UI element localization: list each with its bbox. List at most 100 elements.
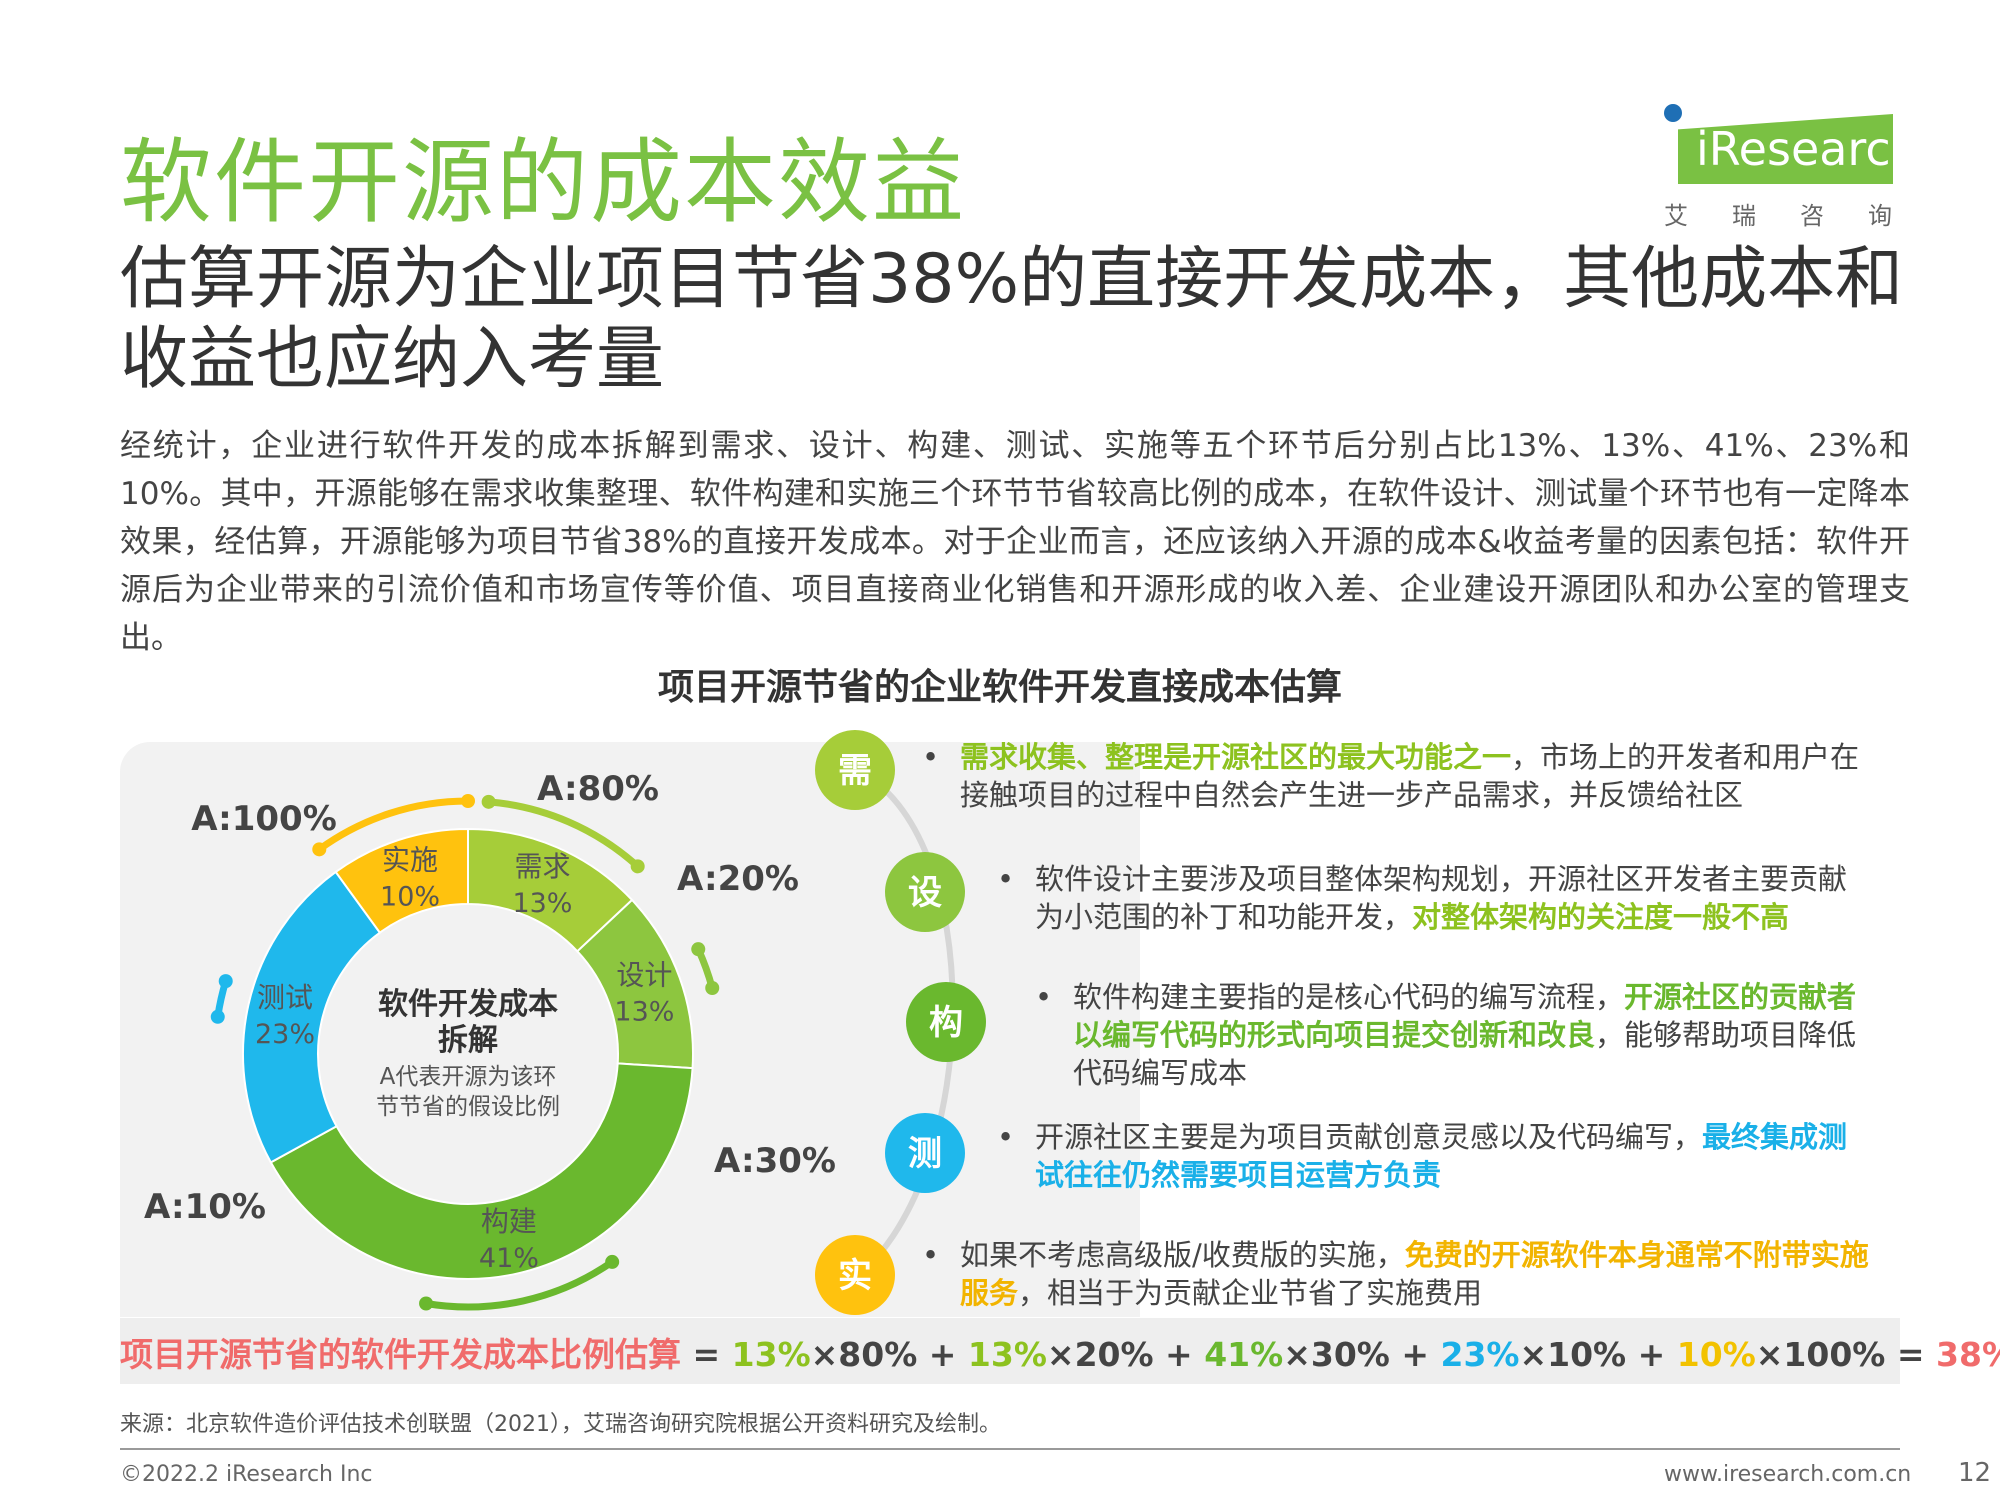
formula-term-4-share: 23%: [1440, 1335, 1520, 1374]
description-text: ，相当于为贡献企业节省了实施费用: [1018, 1276, 1483, 1310]
slice-label: 构建: [481, 1205, 537, 1238]
formula-term-5-rate: ×100%: [1755, 1335, 1886, 1374]
stage-badge-1: [815, 730, 895, 810]
formula-label: 项目开源节省的软件开发成本比例估算: [120, 1335, 681, 1374]
formula-equals: =: [681, 1335, 732, 1374]
stage-badge-text: 需: [838, 751, 872, 791]
slice-value: 13%: [614, 996, 674, 1027]
slice-value: 13%: [512, 888, 572, 919]
stage-badge-5: [815, 1235, 895, 1315]
stage-description-2: • 软件设计主要涉及项目整体架构规划，开源社区开发者主要贡献为小范围的补丁和功能开…: [997, 860, 1875, 936]
page-title: 软件开源的成本效益: [120, 129, 967, 236]
stage-description-5: • 如果不考虑高级版/收费版的实施，免费的开源软件本身通常不附带实施服务，相当于为…: [922, 1236, 1880, 1312]
description-text: ，市场上的开发者和用户在接触项目的过程中自然会产生进一步产品需求，并反馈给社区: [960, 740, 1860, 812]
slice-label: 测试: [257, 981, 313, 1014]
page-subtitle: 估算开源为企业项目节省38%的直接开发成本，其他成本和收益也应纳入考量: [120, 240, 1904, 399]
stage-badge-text: 构: [929, 1003, 963, 1043]
formula-term-1-share: 13%: [731, 1335, 811, 1374]
stage-badge-2: [885, 852, 965, 932]
slice-label: 需求: [514, 850, 570, 883]
savings-arc-endpoint: [691, 942, 706, 957]
stage-description-4: • 开源社区主要是为项目贡献创意灵感以及代码编写，最终集成测试往往仍然需要项目运营…: [997, 1118, 1875, 1194]
savings-arc-endpoint: [419, 1296, 434, 1311]
footer-divider: [120, 1448, 1900, 1450]
description-text: 软件构建主要指的是核心代码的编写流程，: [1073, 980, 1625, 1014]
savings-label-3: A:30%: [714, 1141, 836, 1181]
savings-arc-1: [485, 798, 642, 870]
description-text: 如果不考虑高级版/收费版的实施，: [960, 1238, 1405, 1272]
description-highlight: 最终集成测试往往仍然需要项目运营方负责: [1035, 1120, 1848, 1192]
formula-result: 38%: [1936, 1335, 2000, 1374]
page-number: 12: [1958, 1458, 1992, 1488]
formula-term-5-share: 10%: [1676, 1335, 1756, 1374]
savings-label-5: A:100%: [191, 799, 337, 839]
stage-badge-text: 设: [908, 873, 942, 913]
savings-arc-endpoint: [605, 1254, 620, 1269]
savings-label-1: A:80%: [537, 769, 659, 809]
donut-slice-3: [269, 1062, 694, 1280]
stage-badge-4: [885, 1113, 965, 1193]
savings-arc-endpoint: [312, 842, 327, 857]
description-highlight: 需求收集、整理是开源社区的最大功能之一: [960, 740, 1512, 774]
savings-label-2: A:20%: [677, 859, 799, 899]
savings-arc-endpoint: [461, 794, 475, 808]
iresearch-logo: iResearch 艾瑞咨询: [1660, 104, 1920, 230]
logo-text: iResearch: [1696, 122, 1920, 176]
bullet-icon: •: [922, 740, 940, 774]
center-note-line-2: 节节省的假设比例: [376, 1094, 560, 1120]
savings-arc-3: [422, 1258, 616, 1311]
source-note: 来源：北京软件造价评估技术创联盟（2021），艾瑞咨询研究院根据公开资料研究及绘…: [120, 1412, 1001, 1437]
chart-title: 项目开源节省的企业软件开发直接成本估算: [657, 667, 1342, 708]
formula-term-2-share: 13%: [967, 1335, 1047, 1374]
slice-label: 设计: [616, 958, 672, 991]
formula-plus: +: [1389, 1335, 1441, 1374]
savings-arc-endpoint: [630, 859, 645, 874]
description-highlight: 免费的开源软件本身通常不附带实施服务: [960, 1238, 1869, 1310]
bullet-icon: •: [997, 1120, 1015, 1154]
stage-description-3: • 软件构建主要指的是核心代码的编写流程，开源社区的贡献者以编写代码的形式向项目提…: [1035, 978, 1878, 1092]
slice-value: 41%: [479, 1243, 539, 1274]
center-title-line-1: 软件开发成本: [378, 987, 558, 1022]
description-text: ，能够帮助项目降低代码编写成本: [1073, 1018, 1857, 1090]
formula-equals: =: [1885, 1335, 1937, 1374]
formula-plus: +: [917, 1335, 968, 1374]
bullet-icon: •: [922, 1238, 940, 1272]
savings-arc-endpoint: [705, 981, 720, 996]
stage-badge-text: 测: [908, 1134, 942, 1174]
center-title-line-2: 拆解: [438, 1023, 498, 1058]
copyright: ©2022.2 iResearch Inc: [120, 1462, 373, 1487]
formula-plus: +: [1626, 1335, 1677, 1374]
website-url: www.iresearch.com.cn: [1664, 1462, 1912, 1487]
slice-label: 实施: [382, 844, 438, 877]
stage-badge-text: 实: [838, 1256, 872, 1296]
formula-term-3-share: 41%: [1204, 1335, 1284, 1374]
bullet-icon: •: [1035, 980, 1053, 1014]
savings-arc-endpoint: [210, 1009, 225, 1024]
logo-dot-icon: [1664, 104, 1682, 122]
bullet-icon: •: [997, 862, 1015, 896]
savings-label-4: A:10%: [144, 1187, 266, 1227]
center-note-line-1: A代表开源为该环: [380, 1064, 557, 1090]
description-highlight: 对整体架构的关注度一般不高: [1412, 900, 1790, 934]
stage-badge-3: [906, 982, 986, 1062]
formula-plus: +: [1153, 1335, 1205, 1374]
donut-slice-4: [242, 870, 382, 1164]
savings-arc-endpoint: [481, 794, 496, 809]
formula-term-4-rate: ×10%: [1519, 1335, 1627, 1374]
body-paragraph: 经统计，企业进行软件开发的成本拆解到需求、设计、构建、测试、实施等五个环节后分别…: [120, 428, 1910, 656]
savings-arc-5: [315, 797, 472, 853]
savings-arc-endpoint: [218, 974, 233, 989]
description-highlight: 开源社区的贡献者以编写代码的形式向项目提交创新和改良: [1073, 980, 1857, 1052]
description-text: 软件设计主要涉及项目整体架构规划，开源社区开发者主要贡献为小范围的补丁和功能开发…: [1035, 862, 1848, 934]
formula-term-1-rate: ×80%: [810, 1335, 918, 1374]
savings-formula: 项目开源节省的软件开发成本比例估算 = 13%×80% + 13%×20% + …: [120, 1328, 2000, 1376]
donut-slice-5: [334, 827, 469, 935]
slice-value: 23%: [255, 1019, 315, 1050]
stage-description-1: • 需求收集、整理是开源社区的最大功能之一，市场上的开发者和用户在接触项目的过程中…: [922, 738, 1880, 814]
slice-value: 10%: [380, 882, 440, 913]
formula-term-3-rate: ×30%: [1283, 1335, 1390, 1374]
description-text: 开源社区主要是为项目贡献创意灵感以及代码编写，: [1035, 1120, 1703, 1154]
logo-chinese-name: 艾瑞咨询: [1664, 202, 1936, 230]
formula-bar: [120, 1318, 1900, 1384]
